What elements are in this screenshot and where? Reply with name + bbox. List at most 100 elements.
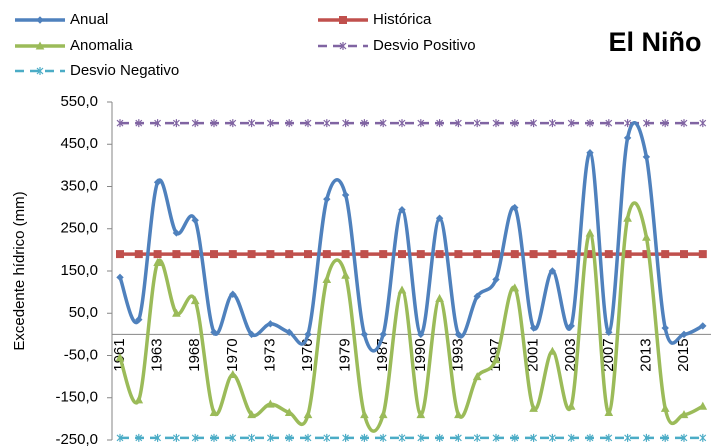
- series: [116, 250, 707, 259]
- point: [567, 433, 575, 442]
- legend-marker: [339, 42, 347, 50]
- point: [360, 119, 368, 128]
- point: [548, 250, 557, 259]
- point: [360, 330, 369, 339]
- point: [323, 195, 331, 203]
- legend-label: Anual: [70, 11, 108, 28]
- point: [247, 330, 256, 339]
- point: [191, 250, 200, 259]
- point: [304, 119, 312, 128]
- point: [492, 250, 500, 259]
- series: [116, 121, 707, 353]
- point: [417, 119, 425, 128]
- point: [699, 119, 707, 128]
- point: [397, 285, 407, 294]
- point: [229, 433, 237, 442]
- point: [266, 320, 275, 328]
- point: [229, 290, 237, 298]
- x-tick-label: 2007: [600, 338, 617, 371]
- x-tick-label: 1973: [261, 338, 278, 371]
- point: [398, 250, 406, 259]
- point: [604, 407, 614, 417]
- point: [623, 213, 632, 222]
- x-tick-label: 1990: [412, 338, 429, 371]
- legend-marker: [36, 67, 44, 75]
- y-tick-label: 150,0: [60, 262, 98, 279]
- point: [567, 322, 575, 330]
- x-tick-label: 1993: [449, 338, 466, 371]
- y-tick-label: 50,0: [69, 304, 98, 321]
- legend-label: Desvio Negativo: [70, 62, 179, 79]
- point: [454, 119, 462, 128]
- point: [661, 250, 670, 259]
- point: [191, 119, 199, 128]
- point: [436, 433, 444, 442]
- point: [172, 433, 180, 442]
- chart-title: El Niño: [609, 27, 702, 57]
- point: [624, 433, 632, 442]
- point: [379, 250, 388, 259]
- point: [116, 433, 124, 442]
- point: [360, 410, 369, 419]
- point: [530, 433, 538, 442]
- point: [398, 433, 406, 442]
- series: [115, 201, 708, 433]
- legend-label: Histórica: [373, 11, 432, 28]
- point: [530, 119, 538, 128]
- point: [417, 433, 425, 442]
- point: [190, 296, 200, 305]
- point: [567, 250, 576, 259]
- series-line: [118, 201, 704, 433]
- point: [210, 328, 218, 336]
- point: [548, 346, 557, 355]
- point: [454, 410, 463, 419]
- point: [529, 403, 538, 412]
- point: [172, 250, 181, 259]
- point: [660, 403, 670, 412]
- x-tick-label: 2013: [637, 338, 654, 371]
- point: [228, 250, 237, 259]
- point: [266, 119, 274, 128]
- y-tick-label: 350,0: [60, 177, 98, 194]
- point: [284, 407, 294, 417]
- point: [248, 433, 256, 442]
- legend-marker: [339, 16, 347, 24]
- point: [172, 119, 180, 128]
- x-tick-label: 2015: [675, 338, 692, 371]
- point: [116, 119, 124, 128]
- point: [661, 433, 669, 442]
- point: [153, 250, 162, 259]
- point: [153, 178, 162, 186]
- point: [172, 229, 181, 237]
- point: [567, 119, 575, 128]
- point: [548, 267, 557, 275]
- point: [360, 250, 369, 259]
- point: [473, 433, 481, 442]
- point: [229, 119, 237, 128]
- point: [511, 433, 519, 442]
- point: [153, 257, 162, 267]
- point: [511, 119, 519, 128]
- series: [116, 119, 707, 128]
- point: [642, 153, 651, 161]
- point: [209, 407, 219, 417]
- point: [661, 324, 669, 332]
- point: [341, 270, 350, 279]
- point: [323, 119, 331, 128]
- point: [285, 328, 293, 336]
- point: [436, 119, 444, 128]
- point: [116, 250, 124, 259]
- point: [248, 119, 256, 128]
- point: [322, 250, 331, 259]
- point: [342, 119, 350, 128]
- point: [491, 355, 501, 364]
- point: [191, 433, 199, 442]
- point: [228, 369, 238, 379]
- point: [210, 250, 218, 259]
- point: [210, 433, 218, 442]
- point: [341, 250, 350, 259]
- point: [323, 433, 331, 442]
- point: [379, 119, 387, 128]
- point: [605, 328, 613, 336]
